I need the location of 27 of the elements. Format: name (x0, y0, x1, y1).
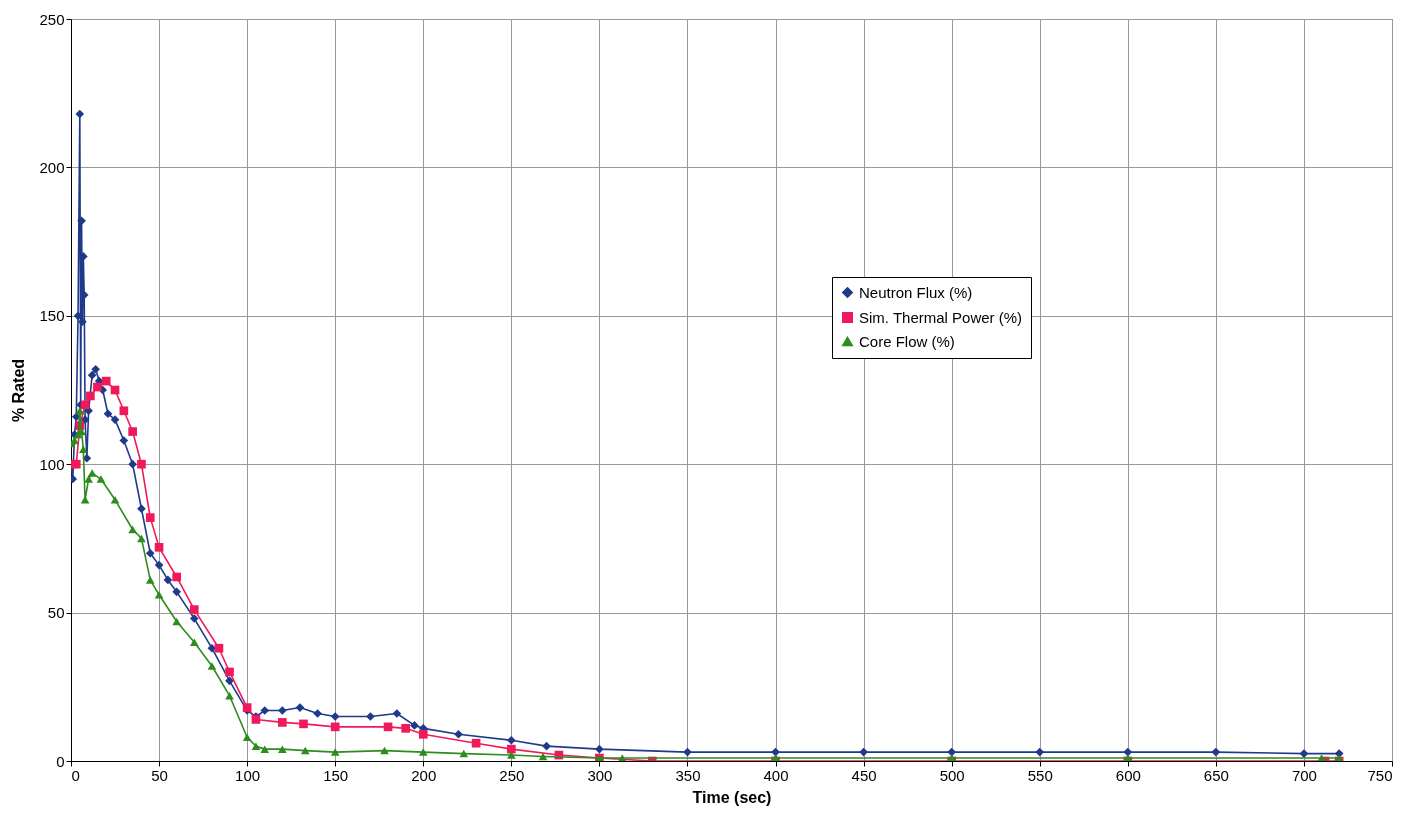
x-tick-label: 300 (587, 766, 613, 784)
x-tick-label: 50 (151, 766, 168, 784)
legend-label: Sim. Thermal Power (%) (859, 308, 1023, 326)
y-tick-label: 150 (39, 307, 65, 325)
legend-label: Neutron Flux (%) (859, 283, 973, 301)
x-tick-label: 750 (1367, 766, 1393, 784)
y-tick-label: 250 (39, 10, 65, 28)
y-tick-label: 200 (39, 158, 65, 176)
y-tick-label: 0 (56, 752, 65, 770)
x-tick-label: 0 (71, 766, 80, 784)
x-tick-label: 650 (1203, 766, 1229, 784)
x-axis-title: Time (sec) (692, 788, 772, 806)
x-tick-label: 550 (1027, 766, 1053, 784)
x-tick-label: 450 (851, 766, 877, 784)
x-tick-label: 350 (675, 766, 701, 784)
x-tick-label: 200 (411, 766, 437, 784)
x-tick-label: 100 (235, 766, 261, 784)
y-axis-title: % Rated (10, 358, 28, 423)
x-tick-label: 700 (1291, 766, 1317, 784)
y-tick-label: 50 (47, 604, 65, 622)
x-tick-label: 150 (323, 766, 349, 784)
legend-label: Core Flow (%) (859, 332, 955, 350)
x-tick-label: 250 (499, 766, 525, 784)
x-tick-label: 500 (939, 766, 965, 784)
x-tick-label: 600 (1115, 766, 1141, 784)
y-tick-label: 100 (39, 455, 65, 473)
x-tick-label: 400 (763, 766, 789, 784)
